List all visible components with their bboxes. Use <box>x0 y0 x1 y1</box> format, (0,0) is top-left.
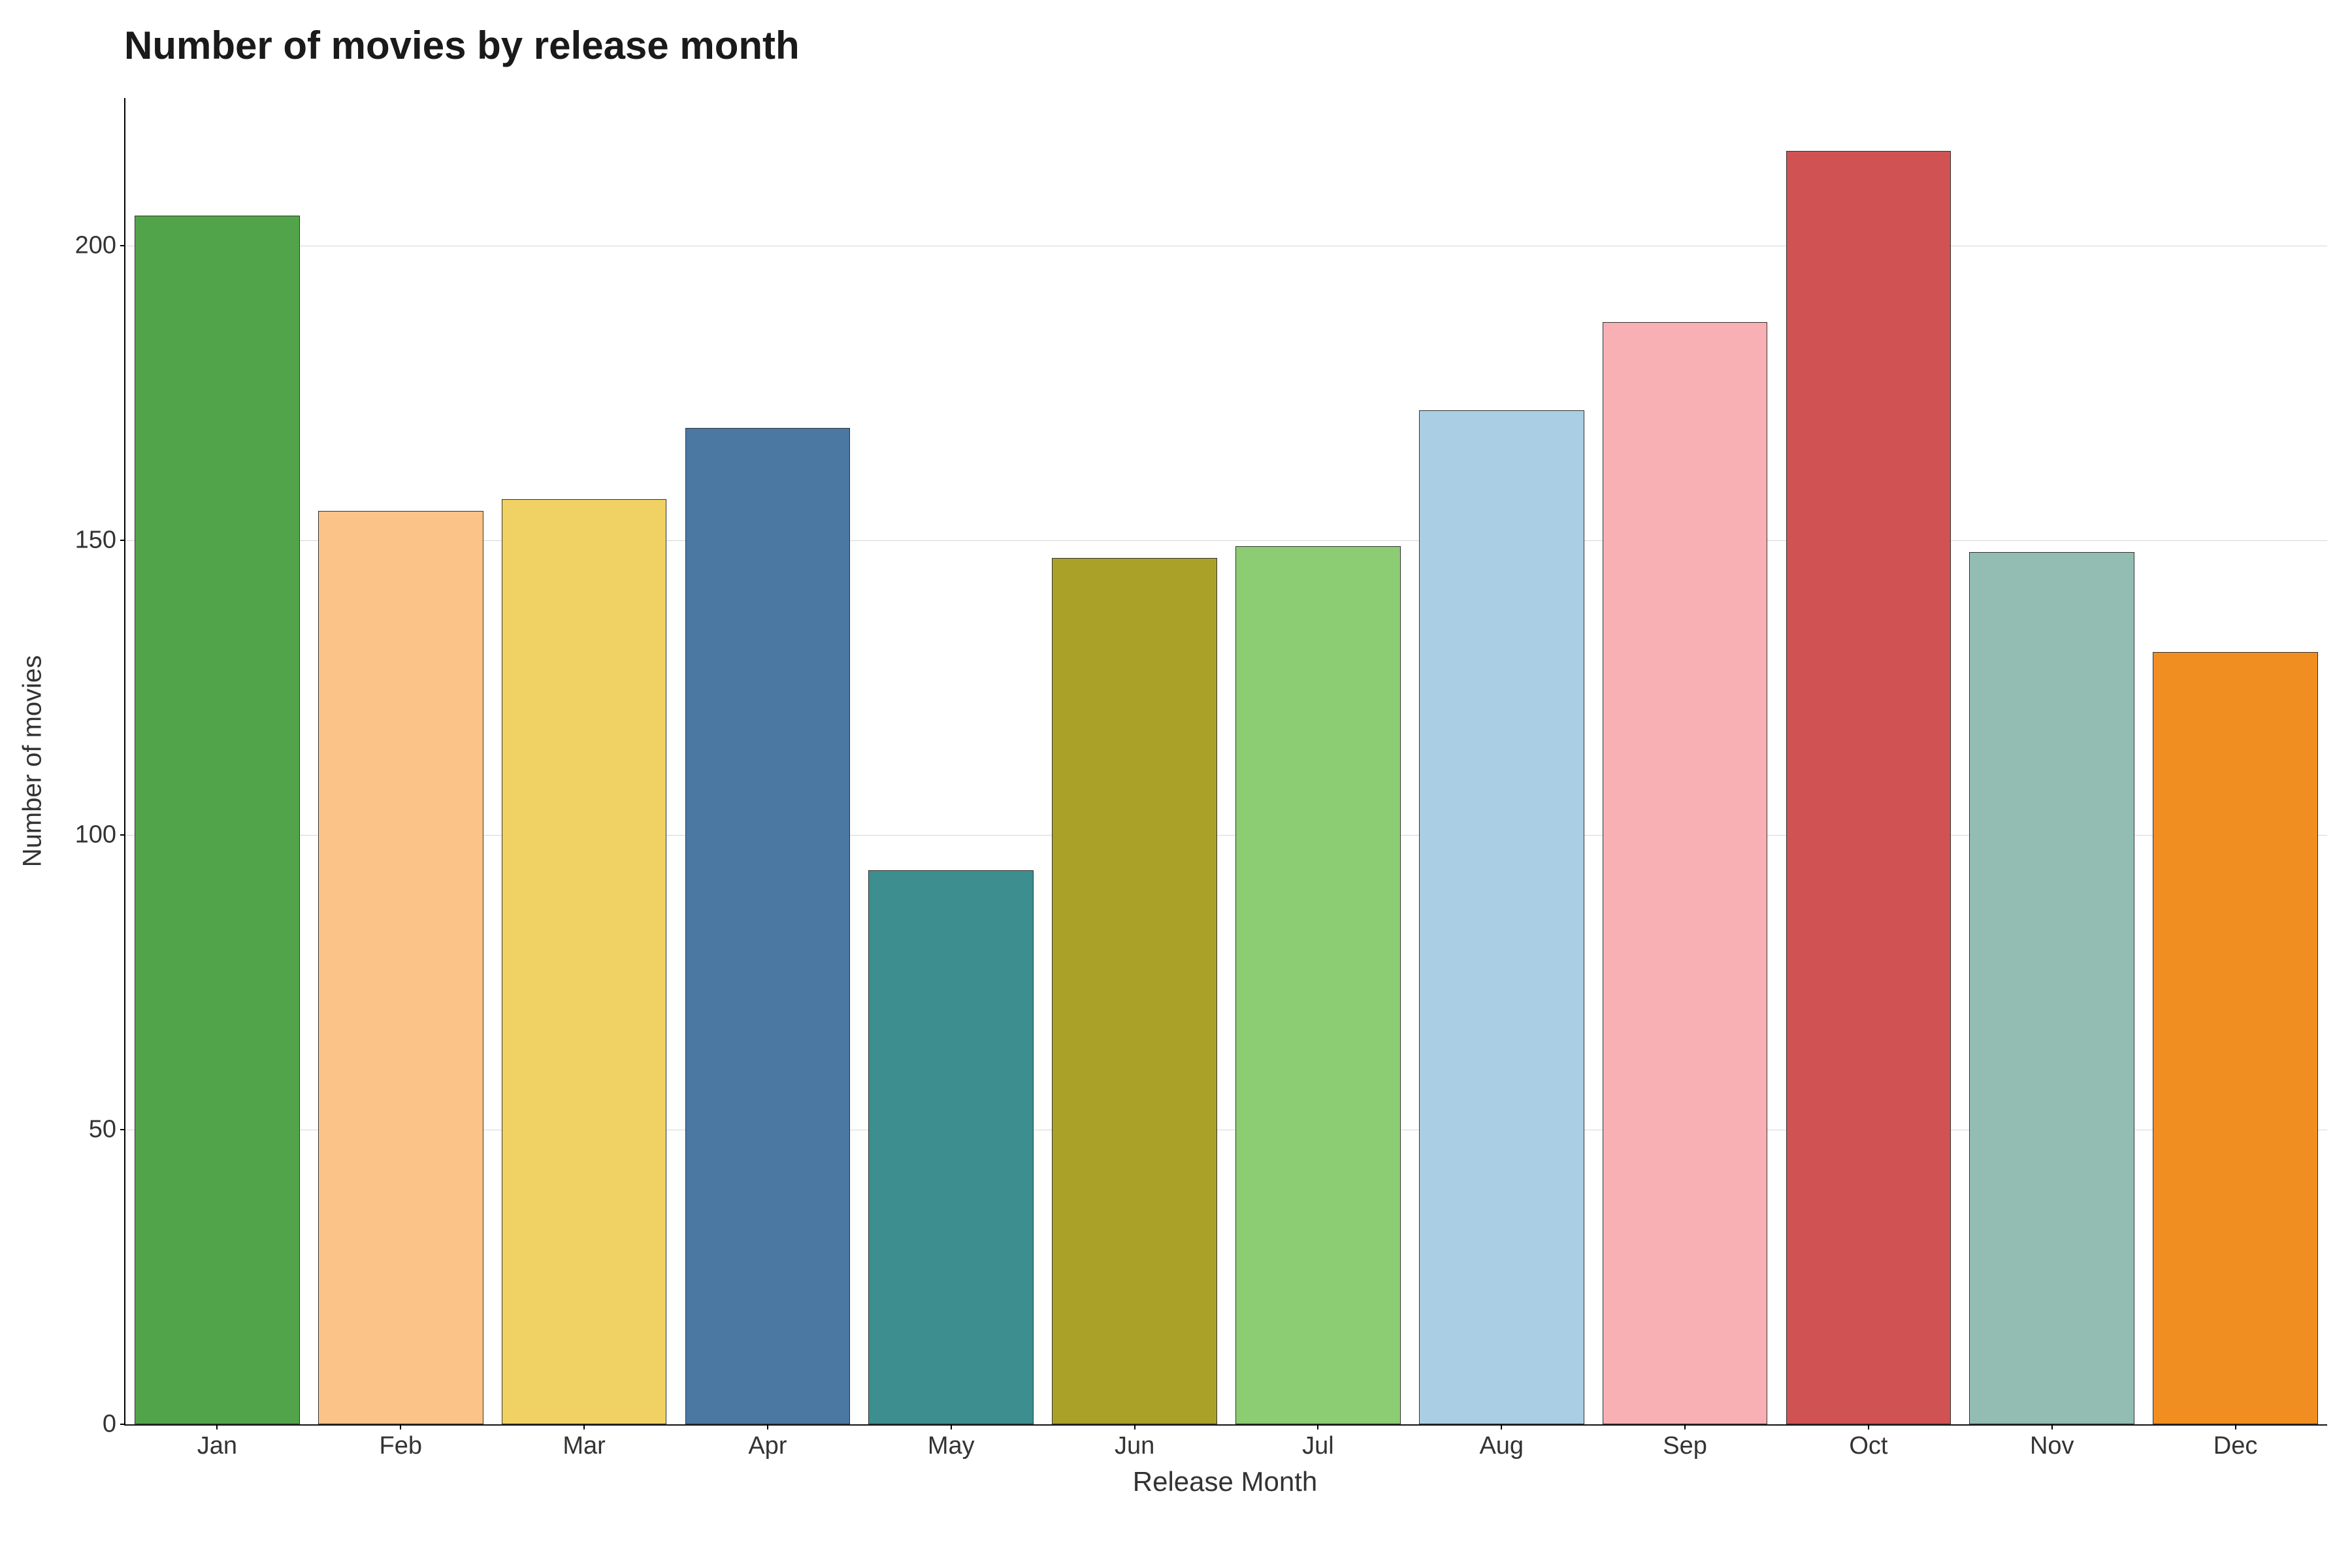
bar-chart: Number of movies by release month0501001… <box>0 0 2352 1568</box>
y-tick-label: 50 <box>89 1115 125 1143</box>
y-axis-title: Number of movies <box>18 655 48 868</box>
bar <box>1603 322 1768 1424</box>
bar <box>2153 652 2318 1424</box>
x-tick-label: Mar <box>563 1424 605 1460</box>
bar <box>1052 558 1217 1424</box>
x-tick-label: Sep <box>1663 1424 1707 1460</box>
x-tick-label: May <box>928 1424 975 1460</box>
bar <box>135 216 300 1424</box>
x-tick-label: Jun <box>1115 1424 1154 1460</box>
x-tick-label: Dec <box>2213 1424 2258 1460</box>
plot-area: 050100150200JanFebMarAprMayJunJulAugSepO… <box>124 98 2327 1426</box>
y-tick-label: 200 <box>75 231 125 259</box>
x-tick-label: Aug <box>1479 1424 1524 1460</box>
bar <box>1969 552 2134 1424</box>
bar <box>1235 546 1401 1424</box>
x-tick-label: Jul <box>1302 1424 1334 1460</box>
y-gridline <box>125 1424 2327 1425</box>
bar <box>868 870 1034 1424</box>
bar <box>685 428 851 1424</box>
x-tick-label: Jan <box>197 1424 237 1460</box>
x-tick-label: Nov <box>2030 1424 2074 1460</box>
chart-title: Number of movies by release month <box>124 23 800 68</box>
bar <box>502 499 667 1424</box>
bar <box>1786 151 1952 1424</box>
x-tick-label: Oct <box>1849 1424 1887 1460</box>
bar <box>1419 410 1584 1424</box>
x-axis-title: Release Month <box>1133 1466 1318 1497</box>
bar <box>318 511 483 1424</box>
x-tick-label: Feb <box>380 1424 422 1460</box>
x-tick-label: Apr <box>748 1424 787 1460</box>
y-tick-label: 0 <box>103 1411 125 1439</box>
y-tick-label: 150 <box>75 526 125 554</box>
y-tick-label: 100 <box>75 821 125 849</box>
